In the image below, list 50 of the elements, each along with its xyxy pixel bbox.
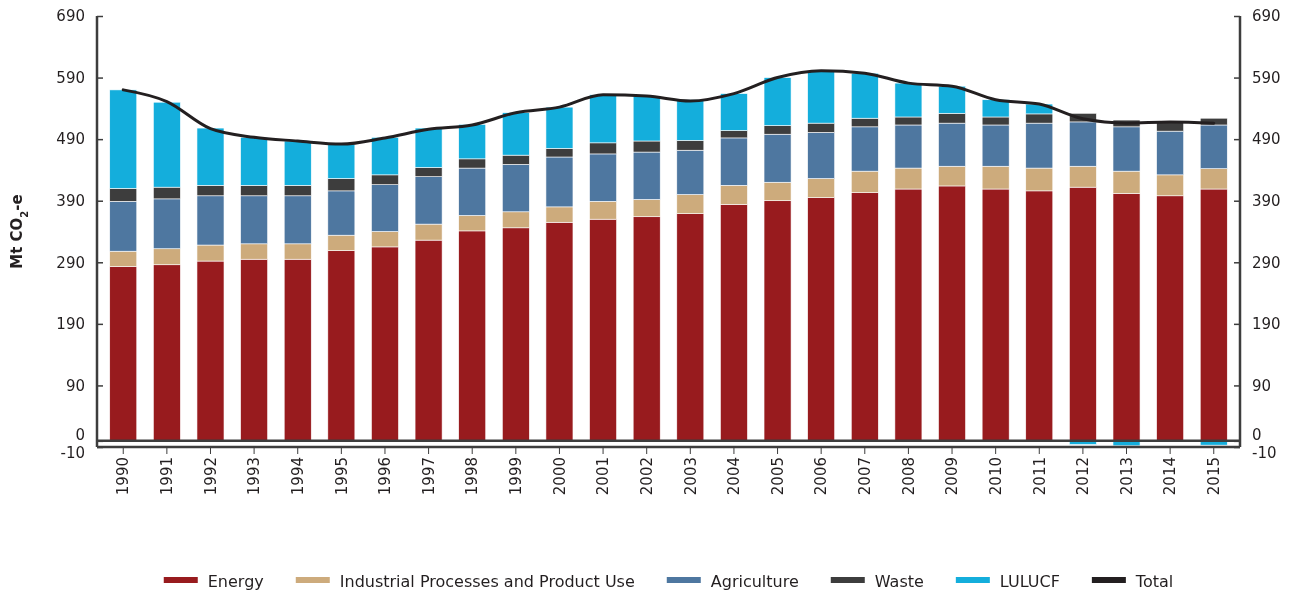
legend-label: LULUCF — [999, 571, 1060, 591]
y-tick-label: 690 — [56, 7, 85, 26]
legend-label: Industrial Processes and Product Use — [339, 571, 635, 591]
y2-tick-label: 590 — [1252, 68, 1281, 87]
x-tick-label: 1991 — [158, 457, 177, 496]
x-tick-label: 2002 — [637, 457, 656, 496]
x-tick-label: 1998 — [463, 457, 482, 496]
y2-tick-label: 490 — [1252, 130, 1281, 149]
x-tick-label: 2005 — [768, 457, 787, 496]
x-tick-label: 2003 — [681, 457, 700, 496]
legend-label: Energy — [207, 571, 264, 591]
y-tick-label: 0 — [75, 426, 85, 445]
y2-tick-label: 690 — [1252, 7, 1281, 26]
x-tick-label: 2014 — [1161, 457, 1180, 496]
y2-tick-label: 0 — [1252, 426, 1262, 445]
y-tick-label: 290 — [56, 253, 85, 272]
y-tick-label: 90 — [65, 376, 85, 395]
x-tick-label: 2012 — [1074, 457, 1093, 496]
x-tick-label: 2010 — [986, 457, 1005, 496]
x-tick-label: 2004 — [725, 457, 744, 496]
x-tick-label: 1999 — [507, 457, 526, 496]
x-tick-label: 1997 — [419, 457, 438, 496]
y-tick-label: -10 — [60, 444, 85, 463]
x-tick-label: 2008 — [899, 457, 918, 496]
legend-label: Waste — [874, 571, 924, 591]
x-tick-label: 1993 — [245, 457, 264, 496]
x-tick-label: 2006 — [812, 457, 831, 496]
x-tick-label: 2015 — [1205, 457, 1223, 496]
legend-label: Agriculture — [710, 571, 799, 591]
x-tick-label: 1995 — [332, 457, 351, 496]
y-tick-label: 590 — [56, 68, 85, 87]
x-tick-label: 1990 — [114, 457, 133, 496]
y2-tick-label: 290 — [1252, 253, 1281, 272]
x-tick-label: 2013 — [1117, 457, 1136, 496]
x-tick-label: 2001 — [594, 457, 613, 496]
x-tick-label: 2000 — [550, 457, 569, 496]
x-tick-label: 2009 — [943, 457, 962, 496]
y-tick-label: 390 — [56, 192, 85, 211]
x-tick-label: 1994 — [288, 457, 307, 496]
x-tick-label: 1996 — [376, 457, 395, 496]
y2-tick-label: 190 — [1252, 315, 1281, 334]
x-tick-label: 2007 — [856, 457, 875, 496]
legend-label: Total — [1134, 571, 1174, 591]
y-tick-label: 190 — [56, 315, 85, 334]
x-tick-label: 1992 — [201, 457, 220, 496]
y2-tick-label: 390 — [1252, 192, 1281, 211]
x-tick-label: 2011 — [1030, 457, 1049, 496]
y2-tick-label: -10 — [1252, 444, 1277, 463]
y2-tick-label: 90 — [1252, 376, 1272, 395]
y-tick-label: 490 — [56, 130, 85, 149]
